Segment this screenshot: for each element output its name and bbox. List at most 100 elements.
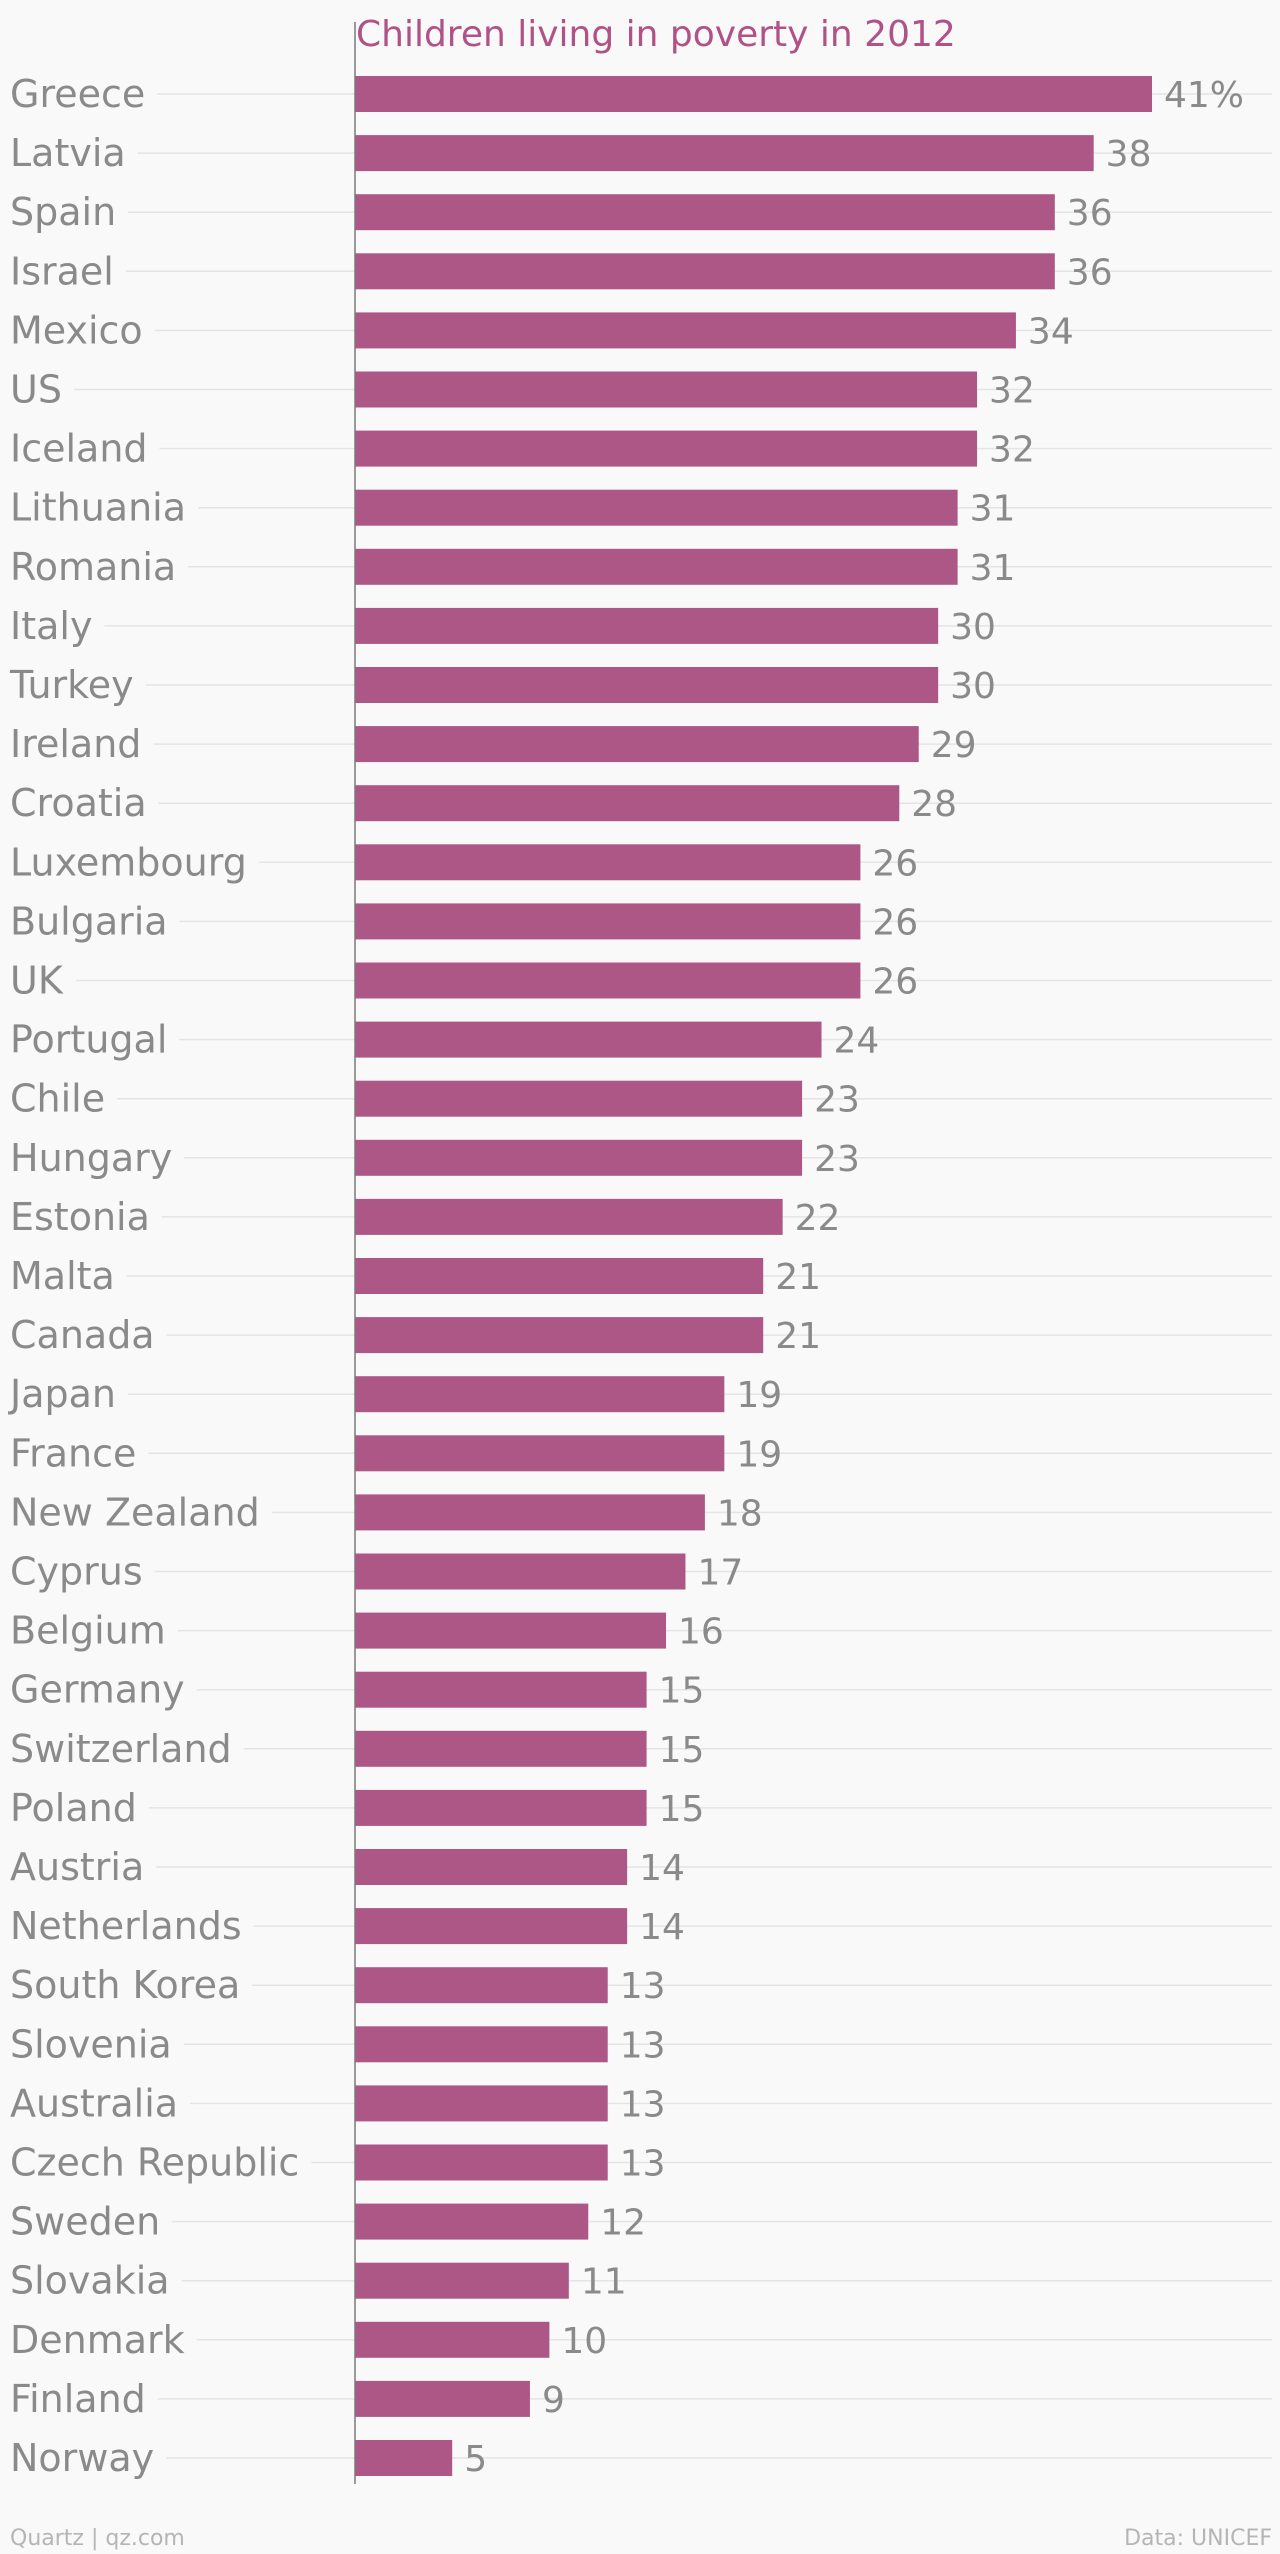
value-label: 32	[989, 371, 1035, 412]
value-label: 17	[697, 1553, 743, 1594]
bar	[355, 1789, 647, 1826]
category-label-background	[6, 2274, 182, 2287]
bar	[355, 962, 861, 999]
category-label-background	[6, 1801, 149, 1814]
value-label: 13	[620, 2144, 666, 2185]
category-label-background	[6, 2156, 312, 2169]
category-label: Latvia	[10, 131, 126, 175]
category-label-background	[6, 1742, 244, 1755]
bar	[355, 135, 1094, 172]
value-label: 36	[1067, 252, 1113, 293]
value-label: 30	[950, 607, 996, 648]
category-label: US	[10, 368, 62, 412]
value-label: 41%	[1164, 75, 1244, 116]
category-label-background	[6, 1979, 253, 1992]
category-label: Turkey	[9, 663, 134, 707]
category-label: Malta	[10, 1254, 115, 1298]
category-label: Japan	[8, 1372, 116, 1416]
value-label: 34	[1028, 311, 1074, 352]
category-label: South Korea	[10, 1963, 240, 2007]
value-label: 13	[620, 2025, 666, 2066]
value-label: 13	[620, 1966, 666, 2007]
value-label: 21	[775, 1316, 821, 1357]
value-label: 19	[736, 1375, 782, 1416]
category-label: Italy	[10, 604, 92, 648]
category-label-background	[6, 383, 74, 396]
category-label: Netherlands	[10, 1904, 242, 1948]
value-label: 23	[814, 1080, 860, 1121]
category-label-background	[6, 2452, 167, 2464]
bar	[355, 1258, 764, 1294]
category-label: Greece	[10, 72, 145, 116]
bars-group	[355, 76, 1152, 2476]
value-label: 31	[970, 548, 1016, 589]
category-label-background	[6, 2038, 184, 2051]
bar	[355, 1198, 783, 1235]
bar	[355, 371, 978, 408]
bar	[355, 2203, 589, 2240]
category-label: Belgium	[10, 1609, 166, 1653]
category-label: France	[10, 1431, 136, 1475]
category-label: Chile	[10, 1077, 105, 1121]
category-label-background	[6, 206, 129, 219]
bar	[355, 667, 939, 703]
bar	[355, 1730, 647, 1767]
value-label: 9	[542, 2380, 565, 2421]
bar	[355, 1435, 725, 1472]
bar	[355, 2026, 608, 2063]
category-label-background	[6, 1033, 180, 1046]
bar	[355, 2380, 530, 2417]
category-label-background	[6, 2333, 197, 2346]
value-label: 24	[834, 1021, 880, 1062]
category-label-background	[6, 738, 154, 751]
category-label-background	[6, 1151, 185, 1164]
category-label: Portugal	[10, 1018, 167, 1062]
footer-source-left: Quartz | qz.com	[10, 2526, 185, 2551]
value-label: 19	[736, 1434, 782, 1475]
category-label-background	[6, 2215, 173, 2228]
value-label: 14	[639, 1848, 685, 1889]
value-label: 11	[581, 2262, 627, 2303]
bar	[355, 903, 861, 940]
value-label: 32	[989, 430, 1035, 471]
bar	[355, 2085, 608, 2122]
category-label: Croatia	[10, 781, 147, 825]
bar	[355, 1671, 647, 1708]
category-label-background	[6, 1565, 155, 1578]
category-label-background	[6, 2392, 158, 2405]
value-label: 15	[659, 1671, 705, 1712]
category-label-background	[4, 1388, 128, 1401]
value-label: 26	[872, 962, 918, 1003]
category-label: New Zealand	[10, 1490, 260, 1534]
chart-title: Children living in poverty in 2012	[356, 14, 956, 55]
category-label-background	[6, 1683, 197, 1696]
bar	[355, 2321, 550, 2358]
value-label: 5	[464, 2439, 487, 2480]
category-label: Slovakia	[10, 2259, 170, 2303]
category-label-background	[6, 560, 189, 573]
category-label-background	[6, 1329, 167, 1342]
value-label: 14	[639, 1907, 685, 1948]
footer-source-right: Data: UNICEF	[1124, 2526, 1272, 2551]
category-label-background	[6, 1506, 272, 1519]
category-labels: Greece Latvia Spain Israel Mexico US Iceland Li…	[4, 72, 312, 2480]
category-label: Luxembourg	[10, 840, 247, 884]
category-label-background	[6, 1210, 162, 1223]
category-label: Sweden	[10, 2200, 160, 2244]
bar	[355, 1967, 608, 2004]
category-label-background	[6, 1270, 127, 1282]
bar	[355, 194, 1055, 231]
category-label: Ireland	[10, 722, 141, 766]
category-label-background	[6, 856, 259, 869]
category-label: UK	[10, 959, 64, 1003]
bar	[355, 1849, 628, 1885]
category-label: Canada	[10, 1313, 155, 1357]
category-label-background	[6, 1092, 118, 1105]
category-label-background	[6, 619, 105, 632]
category-label: Switzerland	[10, 1727, 232, 1771]
category-label-background	[6, 1861, 157, 1873]
category-label-background	[6, 2097, 191, 2110]
bar	[355, 785, 900, 822]
value-label: 18	[717, 1493, 763, 1534]
bar	[355, 2262, 569, 2299]
